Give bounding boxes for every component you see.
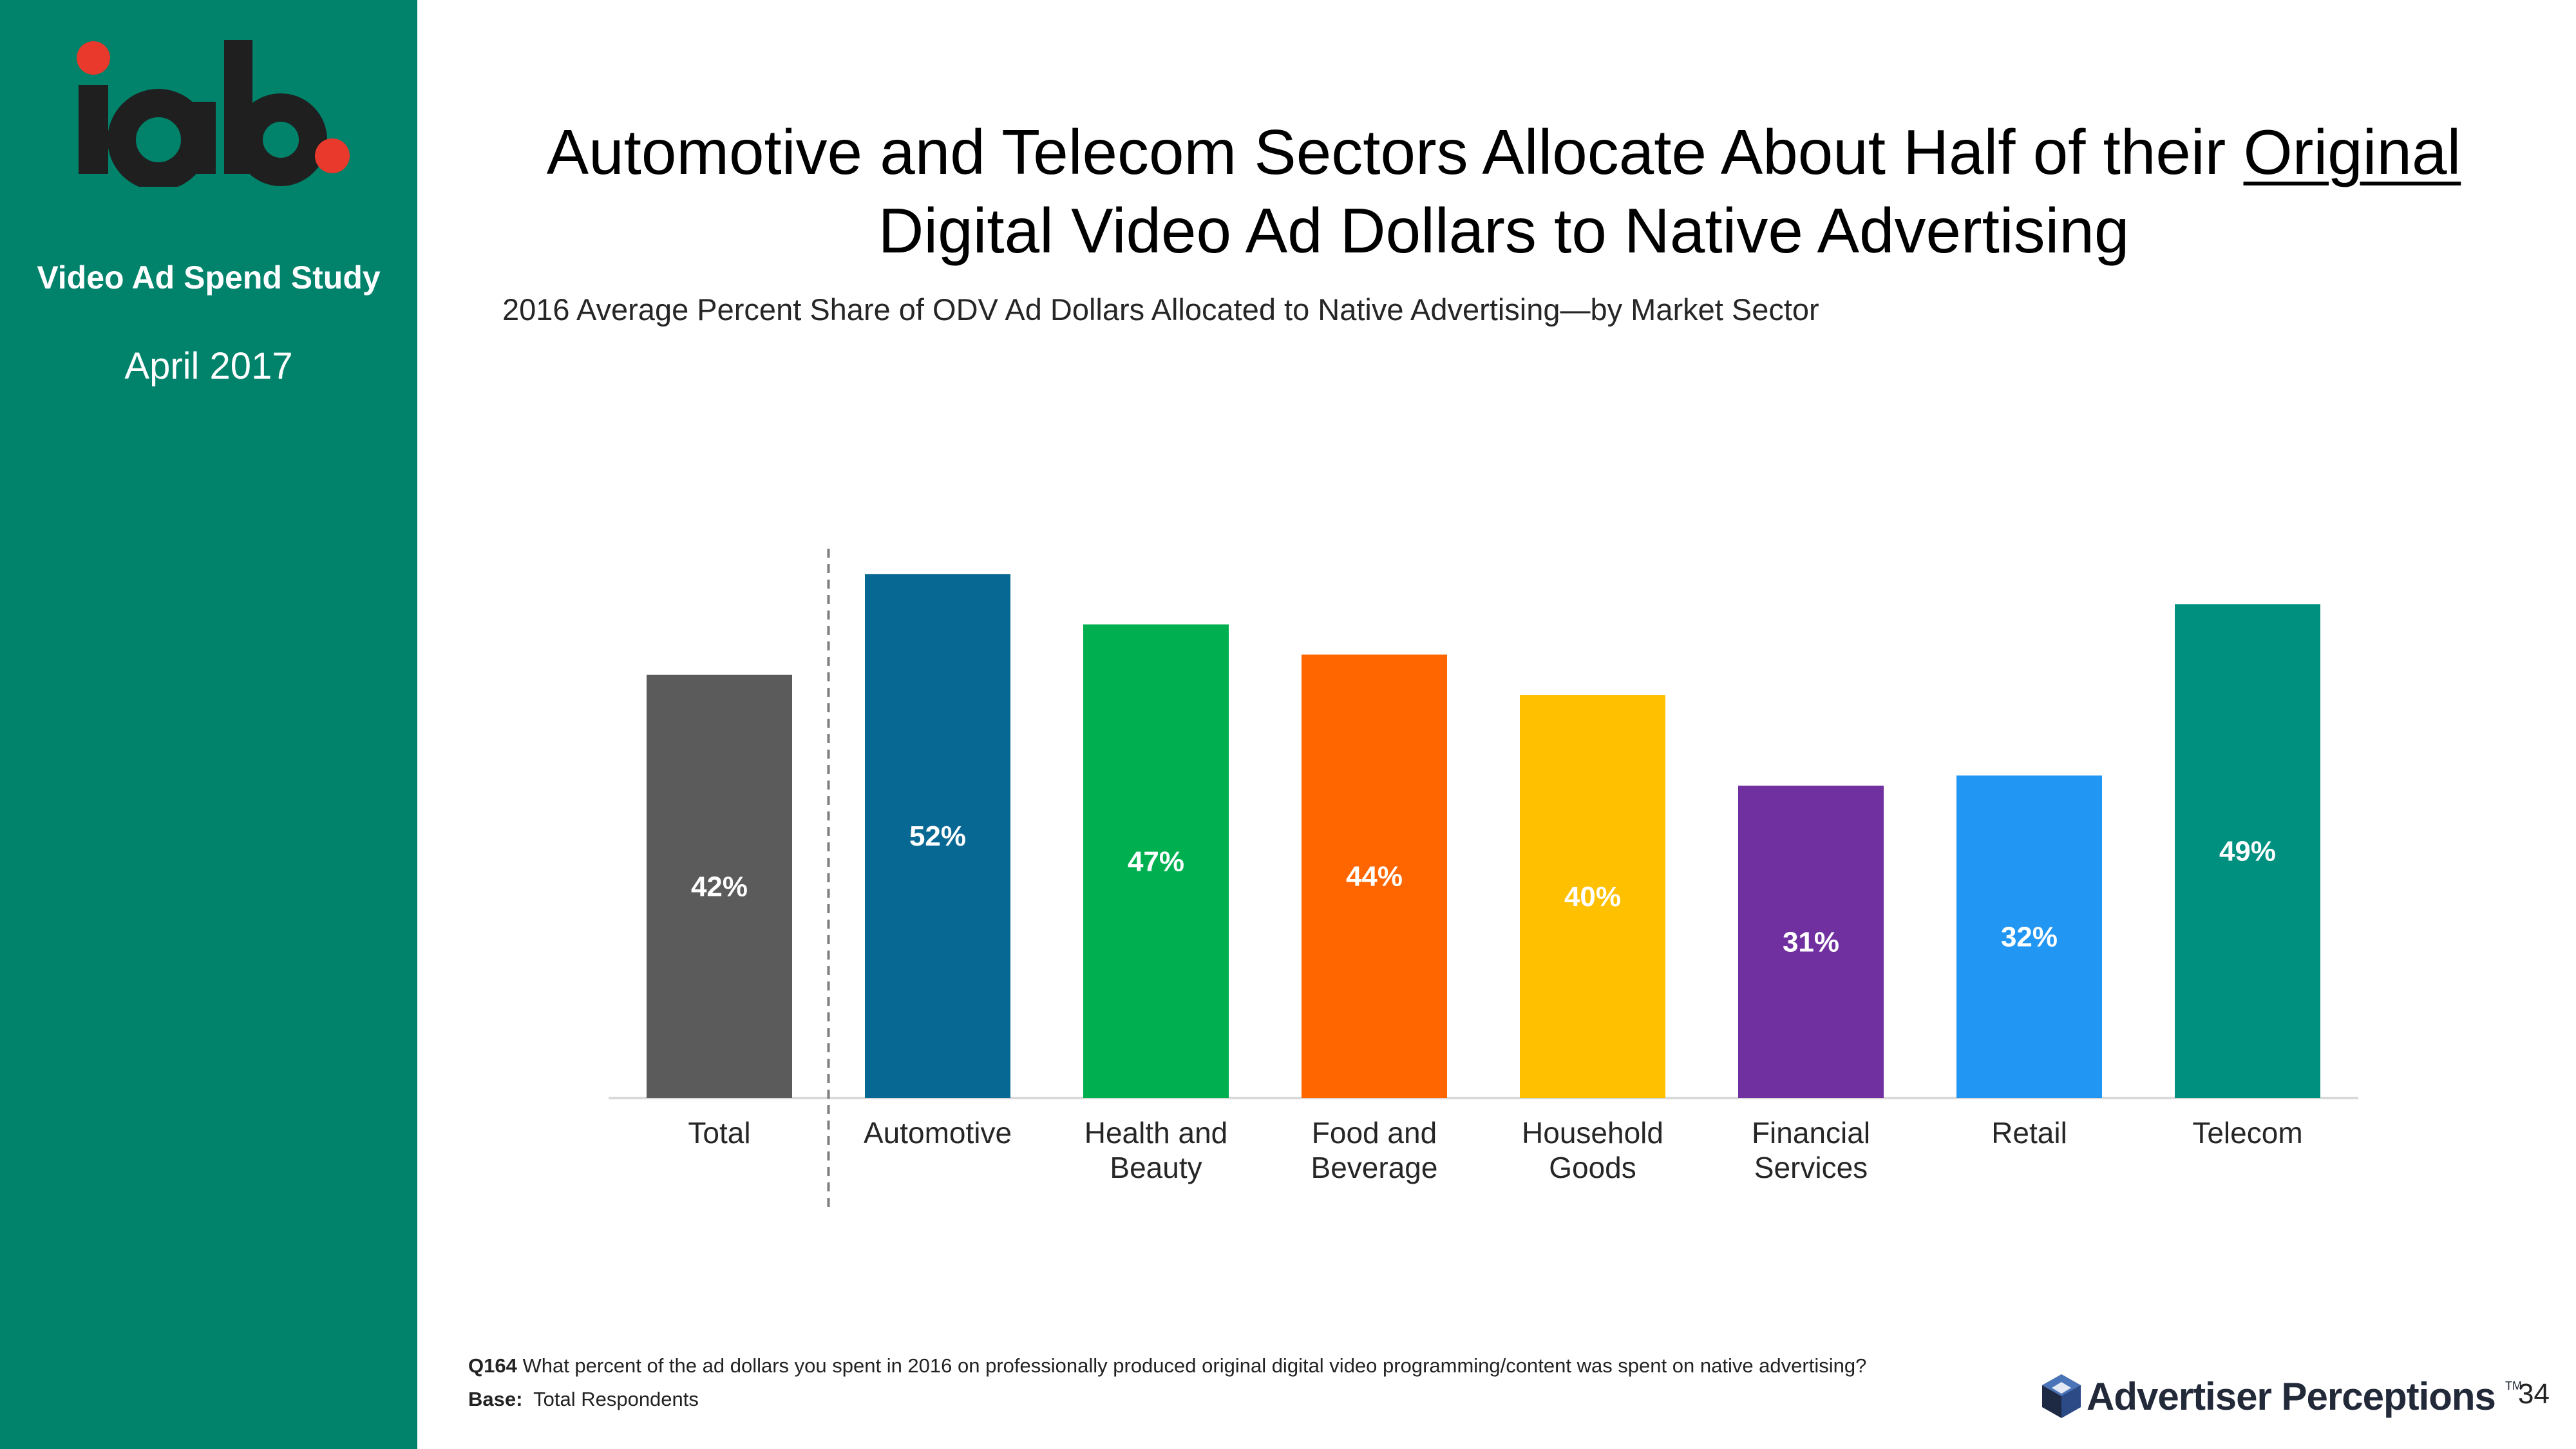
category-label-line: Automotive <box>864 1116 1012 1150</box>
bar-4 <box>1302 654 1447 1098</box>
question-text: What percent of the ad dollars you spent… <box>522 1354 1867 1377</box>
bar-8 <box>2175 604 2320 1098</box>
base-label: Base: <box>468 1388 523 1410</box>
title-underlined-word: Original <box>2243 117 2461 187</box>
category-label-line: Services <box>1754 1151 1868 1184</box>
brand-trademark: TM <box>2505 1379 2522 1392</box>
category-label-line: Health and <box>1084 1116 1228 1150</box>
bar-7 <box>1956 775 2102 1098</box>
title-line2: Digital Video Ad Dollars to Native Adver… <box>878 195 2130 266</box>
bar-6 <box>1738 785 1884 1098</box>
bar-value-label: 32% <box>2001 922 2058 953</box>
iab-logo <box>77 40 350 187</box>
bar-2 <box>865 574 1010 1098</box>
chart-subtitle: 2016 Average Percent Share of ODV Ad Dol… <box>502 292 1819 327</box>
category-label-line: Beverage <box>1311 1151 1438 1184</box>
bar-value-label: 47% <box>1128 846 1184 877</box>
study-date: April 2017 <box>124 345 293 387</box>
category-label: Retail <box>1991 1116 2067 1150</box>
category-label-line: Total <box>688 1116 750 1150</box>
question-label: Q164 <box>468 1354 517 1377</box>
category-label-line: Household <box>1522 1116 1663 1150</box>
bar-value-label: 44% <box>1346 861 1403 893</box>
logo-dot-end <box>315 138 350 173</box>
sidebar: Video Ad Spend Study April 2017 <box>0 0 417 1449</box>
bar-value-label: 42% <box>691 871 748 902</box>
bar-value-label: 40% <box>1564 881 1621 913</box>
category-label: Health and Beauty <box>1084 1116 1228 1184</box>
category-label: Household Goods <box>1522 1116 1663 1184</box>
page-number: 34 <box>2518 1378 2550 1410</box>
category-label: Food and Beverage <box>1311 1116 1438 1184</box>
bar-1 <box>647 674 792 1098</box>
footnote-question: Q164 What percent of the ad dollars you … <box>468 1349 1866 1383</box>
brand-name: Advertiser Perceptions <box>2087 1375 2496 1418</box>
category-label: Telecom <box>2192 1116 2302 1150</box>
title-line1-prefix: Automotive and Telecom Sectors Allocate … <box>546 117 2244 187</box>
category-label: Financial Services <box>1752 1116 1870 1184</box>
bar-5 <box>1520 695 1665 1098</box>
category-label-line: Beauty <box>1110 1151 1202 1184</box>
bar-3 <box>1083 624 1229 1098</box>
bar-value-label: 31% <box>1783 926 1839 958</box>
study-title: Video Ad Spend Study <box>37 260 381 296</box>
category-label: Automotive <box>864 1116 1012 1150</box>
logo-dot-i <box>77 41 110 75</box>
category-label-line: Food and <box>1312 1116 1437 1150</box>
bar-value-label: 49% <box>2219 836 2276 867</box>
bar-value-label: 52% <box>909 820 966 852</box>
category-label-line: Retail <box>1991 1116 2067 1150</box>
footnote-base: Base: Total Respondents <box>468 1383 1866 1416</box>
category-label-line: Financial <box>1752 1116 1870 1150</box>
category-label-line: Goods <box>1549 1151 1636 1184</box>
slide-title: Automotive and Telecom Sectors Allocate … <box>477 113 2531 270</box>
category-label: Total <box>688 1116 750 1150</box>
base-text: Total Respondents <box>533 1388 699 1410</box>
advertiser-perceptions-logo: Advertiser Perceptions TM <box>2040 1372 2530 1423</box>
category-label-line: Telecom <box>2192 1116 2302 1150</box>
footnote: Q164 What percent of the ad dollars you … <box>468 1349 1866 1416</box>
cube-icon <box>2042 1374 2081 1418</box>
